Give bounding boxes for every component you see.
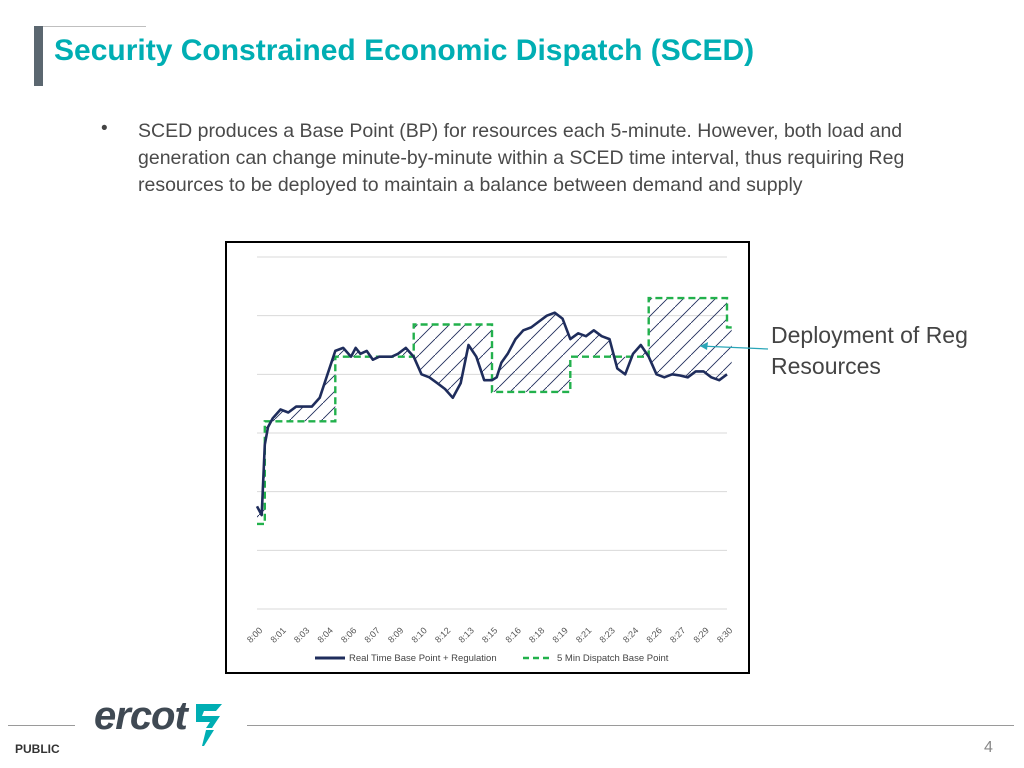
reg-deployment-hatch	[727, 327, 732, 375]
legend-label-dispatch: 5 Min Dispatch Base Point	[557, 653, 669, 664]
reg-deployment-hatch	[492, 312, 571, 392]
x-tick-label: 8:06	[339, 625, 358, 644]
x-tick-label: 8:15	[480, 625, 499, 644]
x-tick-label: 8:13	[456, 625, 475, 644]
x-tick-label: 8:19	[550, 625, 569, 644]
classification-label: PUBLIC	[15, 742, 60, 756]
x-tick-label: 8:23	[597, 625, 616, 644]
x-tick-label: 8:00	[245, 625, 264, 644]
x-tick-label: 8:04	[315, 625, 334, 644]
title-rule	[34, 26, 146, 27]
reg-deployment-hatch	[413, 324, 492, 398]
chart: 8:00 8:01 8:03 8:04 8:06 8:07 8:09 8:10 8:12 8:13…	[245, 256, 734, 664]
chart-frame: 8:00 8:01 8:03 8:04 8:06 8:07 8:09 8:10 8:12 8:13…	[225, 241, 750, 674]
page-title: Security Constrained Economic Dispatch (…	[54, 34, 755, 67]
reg-deployment-hatch	[648, 298, 727, 381]
ercot-logo-icon	[196, 704, 222, 746]
title-accent-bar	[34, 26, 43, 86]
series-dispatch-base-point	[257, 296, 732, 526]
page-number: 4	[984, 739, 993, 756]
reg-deployment-hatch	[264, 350, 336, 445]
x-tick-label: 8:24	[621, 625, 640, 644]
series-realtime-base-point	[255, 311, 728, 517]
x-tick-label: 8:27	[668, 625, 687, 644]
x-tick-label: 8:29	[691, 625, 710, 644]
callout-deployment-label: Deployment of Reg Resources	[771, 322, 968, 379]
bullet-icon: •	[101, 118, 108, 139]
legend-label-realtime: Real Time Base Point + Regulation	[349, 653, 497, 664]
x-tick-label: 8:21	[574, 625, 593, 644]
x-tick-label: 8:16	[503, 625, 522, 644]
footer-rule-left	[8, 725, 75, 726]
footer-rule-right	[247, 725, 1014, 726]
x-tick-label: 8:10	[409, 625, 428, 644]
x-tick-label: 8:18	[527, 625, 546, 644]
x-tick-label: 8:03	[292, 625, 311, 644]
x-tick-label: 8:01	[268, 625, 287, 644]
x-tick-label: 8:07	[362, 625, 381, 644]
bullet-text: SCED produces a Base Point (BP) for reso…	[138, 120, 905, 196]
x-tick-label: 8:30	[715, 625, 734, 644]
x-tick-label: 8:26	[644, 625, 663, 644]
x-tick-label: 8:09	[386, 625, 405, 644]
logo-wordmark: ercot	[94, 694, 188, 738]
x-tick-label: 8:12	[433, 625, 452, 644]
reg-deployment-hatch	[570, 330, 649, 375]
